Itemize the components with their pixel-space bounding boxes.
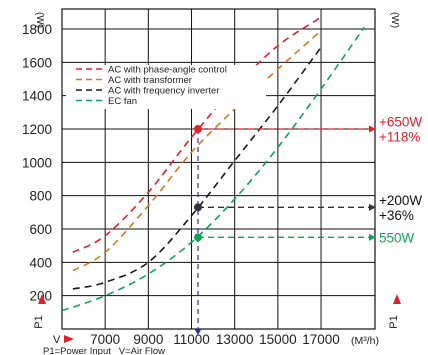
footer-caption: P1=Power Input V=Air Flow: [43, 346, 165, 355]
horizontal-guide-arrow: [369, 233, 376, 241]
y-tick-label: 1800: [22, 22, 52, 37]
labels: 7000 9000 11000 13000 15000 17000 200 400 600 800…: [22, 22, 422, 347]
operating-point-dot: [193, 125, 202, 133]
x-unit-label: (M³/h): [351, 335, 379, 347]
legend-label: AC with transformer: [108, 75, 192, 86]
marker-label: +118%: [379, 130, 420, 145]
marker-label: +650W: [379, 115, 422, 130]
y-axis-marker-left: P1: [33, 315, 45, 328]
y-tick-label: 200: [29, 289, 52, 304]
marker-label: 550W: [379, 230, 415, 245]
operating-point-dot: [193, 203, 202, 212]
series-line: [72, 16, 322, 254]
legend-label: AC with phase-angle control: [108, 65, 227, 76]
x-tick-label: 17000: [302, 332, 340, 347]
plot-frame: [61, 8, 376, 330]
marker-label: +36%: [379, 208, 414, 223]
y-tick-label: 400: [29, 255, 52, 270]
horizontal-guide-arrow: [369, 125, 376, 133]
vertical-guide-arrow: [194, 329, 202, 335]
y-tick-label: 1000: [22, 155, 52, 170]
operating-point-guides: [193, 125, 376, 335]
x-tick-label: 15000: [259, 332, 297, 347]
horizontal-guide-arrow: [369, 203, 376, 211]
marker-label: +200W: [379, 193, 422, 208]
y-unit-label-right: (W): [389, 12, 400, 28]
legend-label: EC fan: [108, 96, 137, 107]
x-tick-label: 7000: [90, 332, 120, 347]
y-unit-label-left: (W): [34, 12, 45, 28]
x-arrow-icon: [64, 335, 74, 343]
legend-label: AC with frequency inverter: [108, 86, 219, 97]
y-arrow-left-icon: [38, 294, 46, 304]
operating-point-dot: [193, 233, 202, 242]
legend-background: [66, 65, 266, 109]
y-tick-label: 600: [29, 222, 52, 237]
y-tick-label: 800: [29, 189, 52, 204]
y-arrow-right-icon: [393, 294, 401, 304]
series-line: [72, 30, 322, 272]
y-tick-label: 1600: [22, 55, 52, 70]
series-lines: [61, 16, 365, 312]
x-tick-label: 11000: [173, 332, 210, 347]
x-tick-label: 13000: [216, 332, 254, 347]
y-tick-label: 1400: [22, 89, 52, 104]
y-tick-label: 1200: [22, 122, 52, 137]
x-tick-label: 9000: [133, 332, 163, 347]
y-axis-marker-right: P1: [388, 315, 400, 328]
series-line: [61, 26, 365, 312]
series-line: [72, 46, 322, 290]
x-axis-marker: V: [53, 334, 61, 346]
